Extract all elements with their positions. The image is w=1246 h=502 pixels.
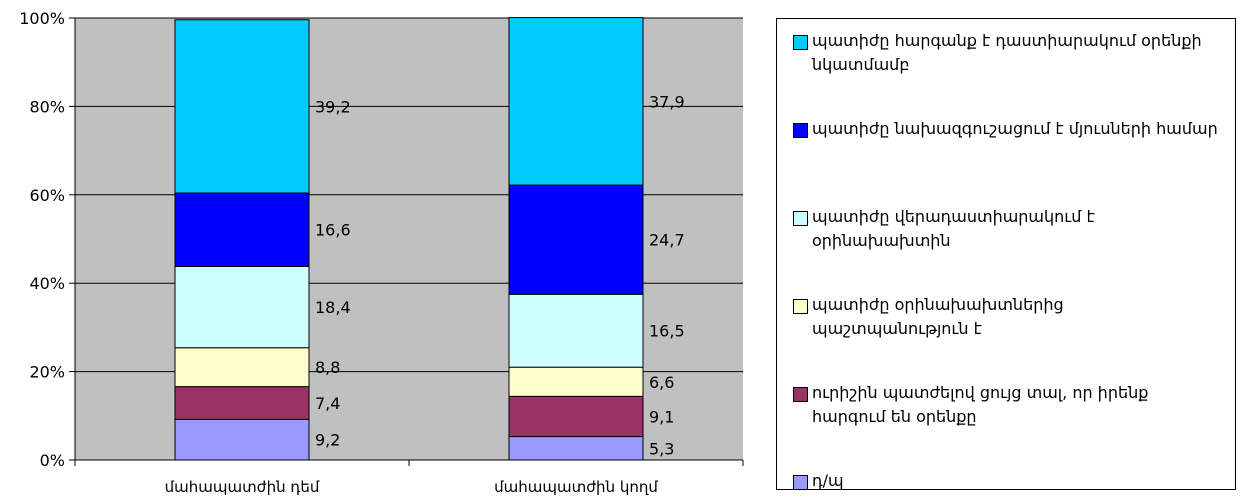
y-tick-label: 100%	[19, 9, 65, 28]
bar-segment	[174, 192, 310, 267]
bar-segment	[508, 17, 644, 186]
legend-label: պատիժը վերադաստիարակում է օրինախախտին	[812, 207, 1095, 250]
data-label: 7,4	[315, 394, 340, 413]
legend-item: պատիժը օրինախախտներից պաշտպանություն է	[793, 293, 1225, 341]
legend-label: պատիժը հարգանք է դաստիարակում օրենքի նկա…	[812, 31, 1202, 74]
x-category-label: մահապատժին կողմ	[494, 478, 658, 496]
bar-segment	[174, 347, 310, 388]
bar-segment	[508, 436, 644, 461]
legend-label: ուրիշին պատժելով ցույց տալ, որ իրենք հար…	[812, 383, 1149, 426]
legend-item: պատիժը հարգանք է դաստիարակում օրենքի նկա…	[793, 29, 1225, 77]
y-tick-label: 60%	[29, 186, 65, 205]
bar-segment	[508, 184, 644, 295]
data-label: 9,2	[315, 431, 340, 450]
bar-segment	[174, 418, 310, 461]
data-label: 16,6	[315, 221, 351, 240]
y-tick-label: 0%	[40, 451, 65, 470]
y-tick-label: 80%	[29, 97, 65, 116]
legend-label: դ/պ	[812, 471, 844, 490]
bar-segment	[174, 19, 310, 194]
legend-swatch	[793, 123, 808, 138]
legend-swatch	[793, 299, 808, 314]
legend-item: դ/պ	[793, 469, 1225, 493]
legend-item: ուրիշին պատժելով ցույց տալ, որ իրենք հար…	[793, 381, 1225, 429]
legend-label: պատիժը նախազգուշացում է մյուսների համար	[812, 119, 1218, 138]
legend-label: պատիժը օրինախախտներից պաշտպանություն է	[812, 295, 1064, 338]
legend-swatch	[793, 35, 808, 50]
y-tick-label: 40%	[29, 274, 65, 293]
data-label: 6,6	[649, 373, 674, 392]
data-label: 8,8	[315, 358, 340, 377]
legend-item: պատիժը վերադաստիարակում է օրինախախտին	[793, 205, 1225, 253]
chart-legend: պատիժը հարգանք է դաստիարակում օրենքի նկա…	[776, 18, 1236, 490]
y-tick-label: 20%	[29, 363, 65, 382]
legend-item: պատիժը նախազգուշացում է մյուսների համար	[793, 117, 1225, 141]
legend-swatch	[793, 387, 808, 402]
bar-segment	[174, 386, 310, 420]
bar-segment	[508, 293, 644, 368]
legend-swatch	[793, 475, 808, 490]
bar-segment	[174, 265, 310, 349]
data-label: 37,9	[649, 92, 685, 111]
data-label: 9,1	[649, 407, 674, 426]
data-label: 16,5	[649, 322, 685, 341]
bar-segment	[508, 366, 644, 397]
data-label: 5,3	[649, 439, 674, 458]
x-category-label: մահապատժին դեմ	[165, 478, 320, 496]
data-label: 24,7	[649, 231, 685, 250]
legend-swatch	[793, 211, 808, 226]
data-label: 39,2	[315, 97, 351, 116]
data-label: 18,4	[315, 298, 351, 317]
bar-segment	[508, 395, 644, 438]
